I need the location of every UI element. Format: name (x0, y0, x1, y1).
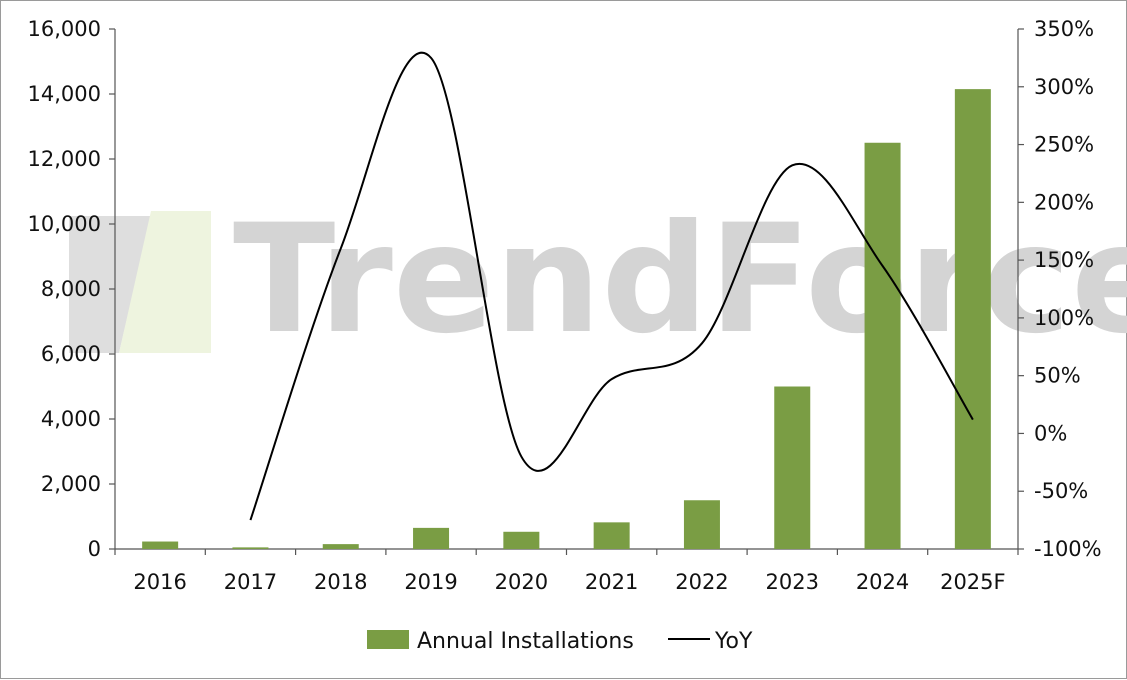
bar (593, 522, 630, 549)
x-tick-label: 2019 (404, 570, 457, 594)
x-tick-label: 2018 (314, 570, 367, 594)
x-tick-label: 2020 (495, 570, 548, 594)
x-tick-label: 2016 (133, 570, 186, 594)
left-tick-label: 6,000 (41, 342, 101, 366)
right-tick-label: 200% (1034, 190, 1094, 214)
right-tick-label: 350% (1034, 17, 1094, 41)
legend: Annual Installations YoY (367, 629, 753, 654)
right-tick-label: 50% (1034, 364, 1081, 388)
bar (142, 541, 179, 549)
watermark-text: TrendForce (233, 193, 1127, 367)
watermark-logo-dark (69, 216, 151, 353)
yoy-line (249, 51, 974, 521)
bar (683, 500, 720, 549)
x-tick-label: 2022 (675, 570, 728, 594)
right-tick-label: 150% (1034, 248, 1094, 272)
left-tick-label: 4,000 (41, 407, 101, 431)
left-tick-label: 8,000 (41, 277, 101, 301)
line-series (249, 51, 974, 521)
x-axis-ticks: 2016 2017 2018 2019 2020 2021 2022 2023 2024 2025… (114, 549, 1019, 594)
bar (413, 527, 450, 549)
right-tick-label: -50% (1034, 479, 1088, 503)
left-tick-label: 12,000 (28, 147, 101, 171)
legend-label-bar: Annual Installations (417, 629, 634, 654)
x-tick-label: 2023 (766, 570, 819, 594)
x-tick-label: 2021 (585, 570, 638, 594)
right-tick-label: -100% (1034, 537, 1102, 561)
x-tick-label: 2025F (940, 570, 1006, 594)
bar (503, 531, 540, 549)
right-tick-label: 300% (1034, 75, 1094, 99)
left-tick-label: 16,000 (28, 17, 101, 41)
bar (864, 142, 901, 549)
right-tick-label: 250% (1034, 133, 1094, 157)
left-tick-label: 2,000 (41, 472, 101, 496)
bar (232, 547, 269, 549)
x-tick-label: 2017 (224, 570, 277, 594)
x-tick-label: 2024 (856, 570, 909, 594)
left-tick-label: 10,000 (28, 212, 101, 236)
bar-series (142, 89, 991, 549)
right-tick-label: 0% (1034, 421, 1067, 445)
bar (954, 89, 991, 549)
left-axis-ticks: 0 2,000 4,000 6,000 8,000 10,000 12,000 14,000 1… (28, 17, 115, 561)
legend-swatch-bar (367, 630, 409, 649)
legend-label-line: YoY (714, 629, 753, 654)
left-tick-label: 14,000 (28, 82, 101, 106)
bar (322, 544, 359, 549)
right-tick-label: 100% (1034, 306, 1094, 330)
bar (774, 386, 811, 549)
left-tick-label: 0 (88, 537, 101, 561)
watermark-logo-light (119, 211, 211, 353)
right-axis-ticks: -100% -50% 0% 50% 100% 150% 200% 250% 300% 350% (1018, 17, 1102, 561)
